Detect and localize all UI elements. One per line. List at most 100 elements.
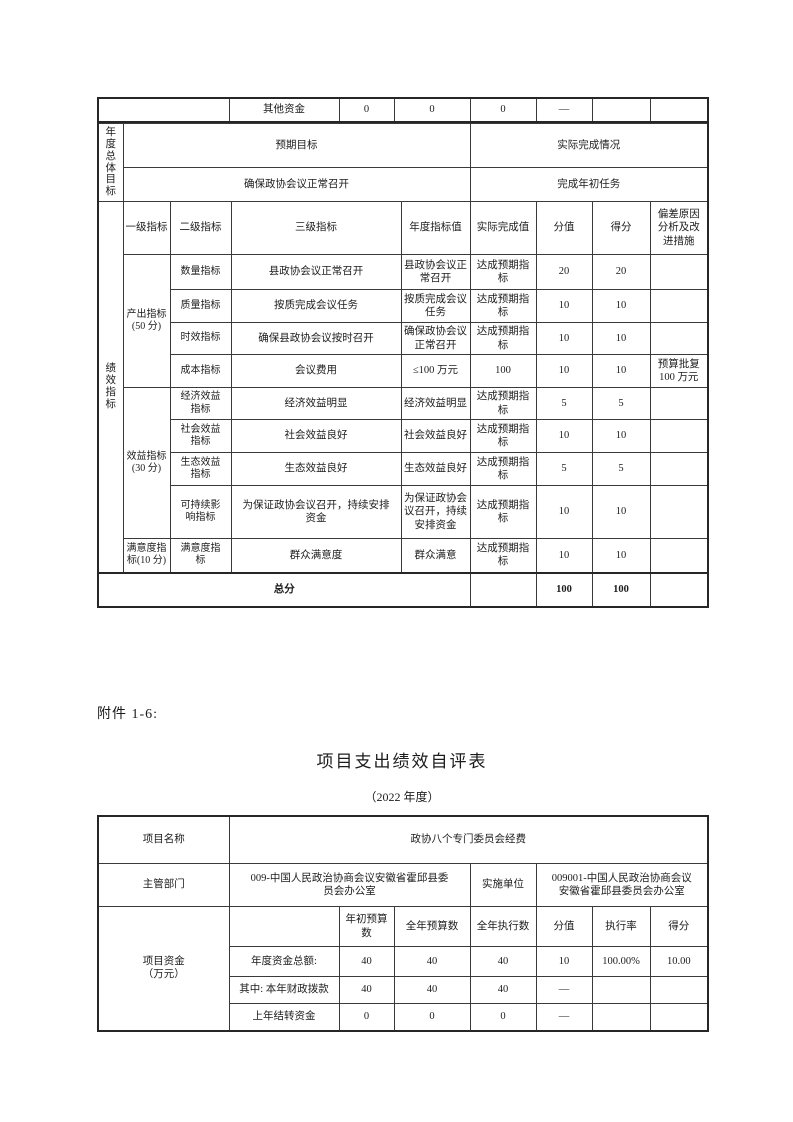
target-cell: 为保证政协会 议召开，持续 安排资金 xyxy=(400,485,471,539)
level3-cell: 会议费用 xyxy=(230,354,402,388)
deviation-cell xyxy=(649,289,709,323)
level2-cell: 成本指标 xyxy=(169,354,232,388)
total-actual-cell xyxy=(469,571,537,607)
actual-cell: 达成预期指 标 xyxy=(469,485,537,539)
table-header-row: 绩 效 指 标 一级指标 二级指标 三级指标 年度指标值 实际完成值 分值 得分… xyxy=(97,201,709,573)
col-header-weight: 分值 xyxy=(535,906,593,947)
table-row: 产出指标 (50 分) 数量指标 县政协会议正常召开 县政协会议正 常召开 达成… xyxy=(98,254,709,388)
annual-budget-cell: 0 xyxy=(393,1003,471,1031)
weight-cell: 5 xyxy=(535,452,593,486)
deviation-cell xyxy=(649,419,709,453)
score-cell: 10 xyxy=(591,485,651,539)
group-benefit-cell: 效益指标 (30 分) xyxy=(122,387,171,539)
col-header-target: 年度指标值 xyxy=(400,201,471,255)
col-header-score: 得分 xyxy=(649,906,709,947)
table-row: 满意度指 标(10 分) 满意度指 标 群众满意度 群众满意 达成预期指 标 1… xyxy=(98,538,709,573)
actual-cell: 达成预期指 标 xyxy=(469,538,537,573)
weight-cell: 20 xyxy=(535,254,593,290)
rate-cell xyxy=(591,976,651,1004)
table-row: 确保政协会议正常召开 完成年初任务 xyxy=(98,167,709,202)
actual-completion-cell: 完成年初任务 xyxy=(469,167,709,202)
weight-cell: 10 xyxy=(535,538,593,573)
table-row: 上年结转资金 0 0 0 — xyxy=(98,1003,709,1031)
performance-indicators-table: 年 度 总 体 目 标 预期目标 实际完成情况 确保政协会议正常召开 完成年初任… xyxy=(97,123,709,608)
annual-executed-cell: 40 xyxy=(469,976,537,1004)
level3-cell: 生态效益良好 xyxy=(230,452,402,486)
level2-cell: 生态效益 指标 xyxy=(169,452,232,486)
annual-budget-cell: 40 xyxy=(393,946,471,977)
annual-executed-cell: 0 xyxy=(469,1003,537,1031)
score-cell xyxy=(649,1003,709,1031)
deviation-cell: 预算批复 100 万元 xyxy=(649,354,709,388)
target-cell: 经济效益明显 xyxy=(400,387,471,420)
target-cell: ≤100 万元 xyxy=(400,354,471,388)
unit-cell: 009001-中国人民政治协商会议 安徽省霍邱县委员会办公室 xyxy=(535,863,709,907)
target-cell: 社会效益良好 xyxy=(400,419,471,453)
empty-cell xyxy=(97,97,230,123)
initial-budget-cell: 0 xyxy=(338,1003,395,1031)
table-header-row: 项目资金 （万元） 年初预算 数 全年预算数 全年执行数 分值 执行率 得分 xyxy=(97,906,709,1031)
col-header-initial-budget: 年初预算 数 xyxy=(338,906,395,947)
actual-cell: 达成预期指 标 xyxy=(469,254,537,290)
actual-cell: 达成预期指 标 xyxy=(469,289,537,323)
score-cell: 10.00 xyxy=(649,946,709,977)
score-cell: 10 xyxy=(591,419,651,453)
project-funds-label-cell: 项目资金 （万元） xyxy=(97,906,230,1031)
weight-cell: 10 xyxy=(535,322,593,355)
score-cell: 10 xyxy=(591,322,651,355)
score-cell: 5 xyxy=(591,452,651,486)
col-header-actual: 实际完成值 xyxy=(469,201,537,255)
carryover-funds-row-table: 其他资金 0 0 0 — xyxy=(97,97,709,123)
annual-executed-cell: 0 xyxy=(469,97,537,123)
table-row: 年度资金总额: 40 40 40 10 100.00% 10.00 xyxy=(98,946,709,977)
initial-budget-cell: 40 xyxy=(338,946,395,977)
annual-budget-cell: 40 xyxy=(393,976,471,1004)
weight-cell: 10 xyxy=(535,354,593,388)
attachment-label: 附件 1-6: xyxy=(97,706,159,722)
level3-cell: 确保县政协会议按时召开 xyxy=(230,322,402,355)
expected-goal-header: 预期目标 xyxy=(122,123,471,168)
project-name-cell: 政协八个专门委员会经费 xyxy=(228,815,709,864)
weight-cell: 5 xyxy=(535,387,593,420)
col-header-weight: 分值 xyxy=(535,201,593,255)
score-cell xyxy=(649,97,709,123)
target-cell: 生态效益良好 xyxy=(400,452,471,486)
table-row: 年 度 总 体 目 标 预期目标 实际完成情况 xyxy=(97,123,709,202)
total-deviation-cell xyxy=(649,571,709,607)
table-row: 项目名称 政协八个专门委员会经费 xyxy=(97,815,709,864)
actual-cell: 100 xyxy=(469,354,537,388)
table-row: 其他资金 0 0 0 — xyxy=(97,97,709,123)
initial-budget-cell: 0 xyxy=(338,97,395,123)
annual-goal-side-label: 年 度 总 体 目 标 xyxy=(97,123,124,202)
page-subtitle: （2022 年度） xyxy=(364,789,440,804)
actual-cell: 达成预期指 标 xyxy=(469,322,537,355)
target-cell: 群众满意 xyxy=(400,538,471,573)
deviation-cell xyxy=(649,452,709,486)
table-row: 成本指标 会议费用 ≤100 万元 100 10 10 预算批复 100 万元 xyxy=(98,354,709,388)
level2-cell: 社会效益 指标 xyxy=(169,419,232,453)
deviation-cell xyxy=(649,322,709,355)
weight-cell: — xyxy=(535,1003,593,1031)
unit-label-cell: 实施单位 xyxy=(469,863,537,907)
score-cell: 10 xyxy=(591,538,651,573)
weight-cell: 10 xyxy=(535,419,593,453)
col-header-annual-budget: 全年预算数 xyxy=(393,906,471,947)
weight-cell: 10 xyxy=(535,485,593,539)
level2-cell: 可持续影 响指标 xyxy=(169,485,232,539)
col-header-level2: 二级指标 xyxy=(169,201,232,255)
total-weight-cell: 100 xyxy=(535,571,593,607)
target-cell: 县政协会议正 常召开 xyxy=(400,254,471,290)
col-header-rate: 执行率 xyxy=(591,906,651,947)
actual-cell: 达成预期指 标 xyxy=(469,387,537,420)
score-cell: 10 xyxy=(591,289,651,323)
deviation-cell xyxy=(649,254,709,290)
expected-goal-cell: 确保政协会议正常召开 xyxy=(122,167,471,202)
actual-cell: 达成预期指 标 xyxy=(469,452,537,486)
dept-cell: 009-中国人民政治协商会议安徽省霍邱县委 员会办公室 xyxy=(228,863,471,907)
dept-label-cell: 主管部门 xyxy=(97,863,230,907)
level2-cell: 经济效益 指标 xyxy=(169,387,232,420)
level3-cell: 为保证政协会议召开，持续安排 资金 xyxy=(230,485,402,539)
rate-cell: 100.00% xyxy=(591,946,651,977)
table-row: 主管部门 009-中国人民政治协商会议安徽省霍邱县委 员会办公室 实施单位 00… xyxy=(97,863,709,907)
level3-cell: 社会效益良好 xyxy=(230,419,402,453)
